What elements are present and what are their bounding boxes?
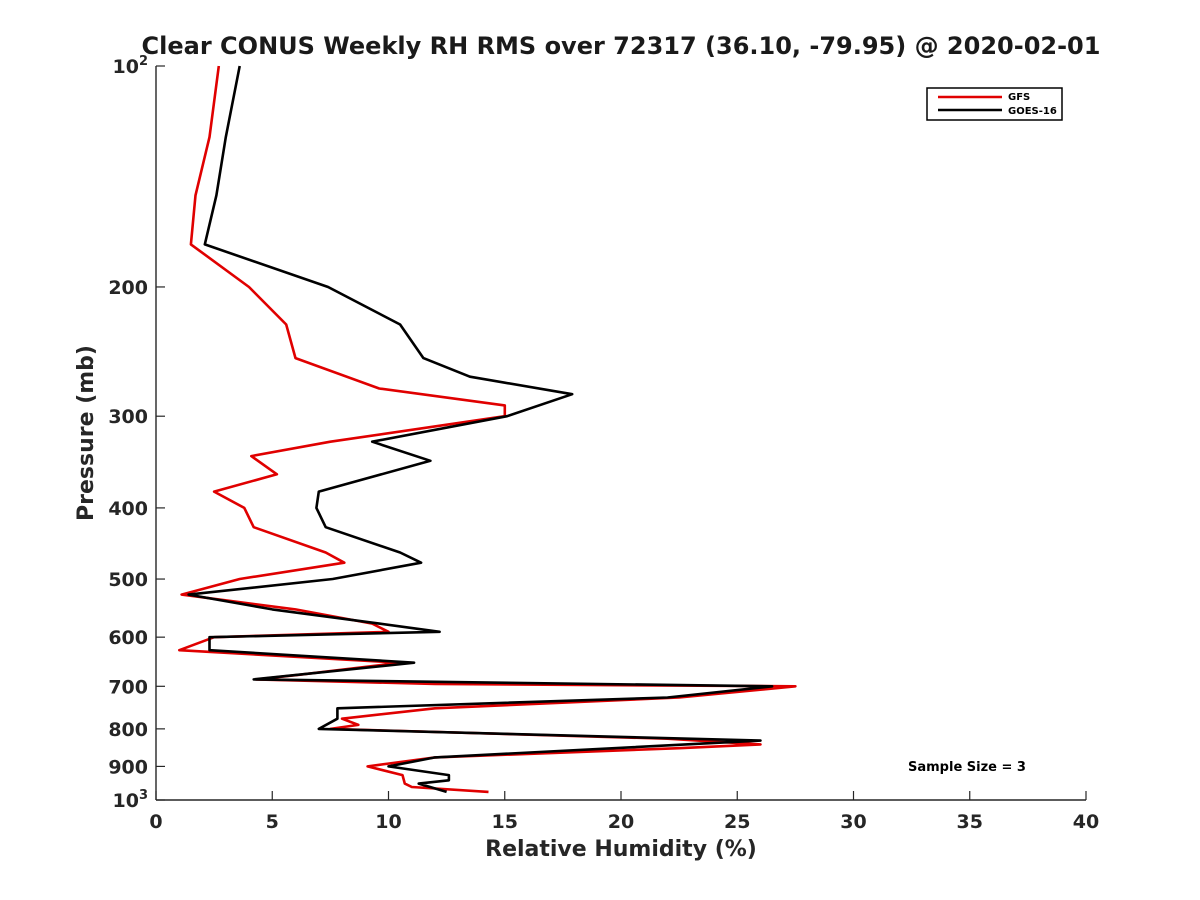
- x-tick-label: 15: [492, 811, 518, 833]
- series-line-goes16: [187, 65, 774, 794]
- chart-title: Clear CONUS Weekly RH RMS over 72317 (36…: [142, 32, 1101, 60]
- x-tick-label: 30: [840, 811, 866, 833]
- x-tick-label: 0: [149, 811, 162, 833]
- y-tick-label: 200: [108, 277, 148, 299]
- y-tick-label: 800: [108, 719, 148, 741]
- x-tick-label: 35: [957, 811, 983, 833]
- sample-size-annotation: Sample Size = 3: [908, 760, 1026, 775]
- x-axis-label: Relative Humidity (%): [485, 837, 757, 862]
- y-tick-label: 500: [108, 569, 148, 591]
- x-ticks: 0 5 10 15 20 25 30 35 40: [149, 791, 1099, 833]
- y-tick-base: 10: [113, 790, 139, 812]
- series-lines: [178, 65, 797, 794]
- plot-area: 0 5 10 15 20 25 30 35 40 10220030040050060070080…: [108, 54, 1099, 833]
- legend-label-gfs: GFS: [1008, 92, 1030, 103]
- legend-label-goes16: GOES-16: [1008, 106, 1057, 117]
- y-tick-label: 700: [108, 676, 148, 698]
- y-tick-label: 600: [108, 627, 148, 649]
- y-tick-label: 400: [108, 498, 148, 520]
- y-tick-label: 300: [108, 406, 148, 428]
- x-tick-label: 25: [724, 811, 750, 833]
- y-tick-label: 103: [113, 788, 149, 812]
- y-tick-exponent: 2: [139, 54, 148, 69]
- y-tick-label: 102: [113, 54, 149, 78]
- series-line-gfs: [178, 65, 797, 794]
- x-tick-label: 10: [375, 811, 401, 833]
- y-tick-label: 900: [108, 756, 148, 778]
- legend: GFS GOES-16: [926, 87, 1063, 121]
- x-tick-label: 20: [608, 811, 634, 833]
- y-axis-label: Pressure (mb): [74, 345, 99, 521]
- x-tick-label: 5: [266, 811, 279, 833]
- legend-box: [926, 87, 1063, 121]
- y-tick-exponent: 3: [139, 788, 148, 803]
- x-tick-label: 40: [1073, 811, 1099, 833]
- y-tick-base: 10: [113, 56, 139, 78]
